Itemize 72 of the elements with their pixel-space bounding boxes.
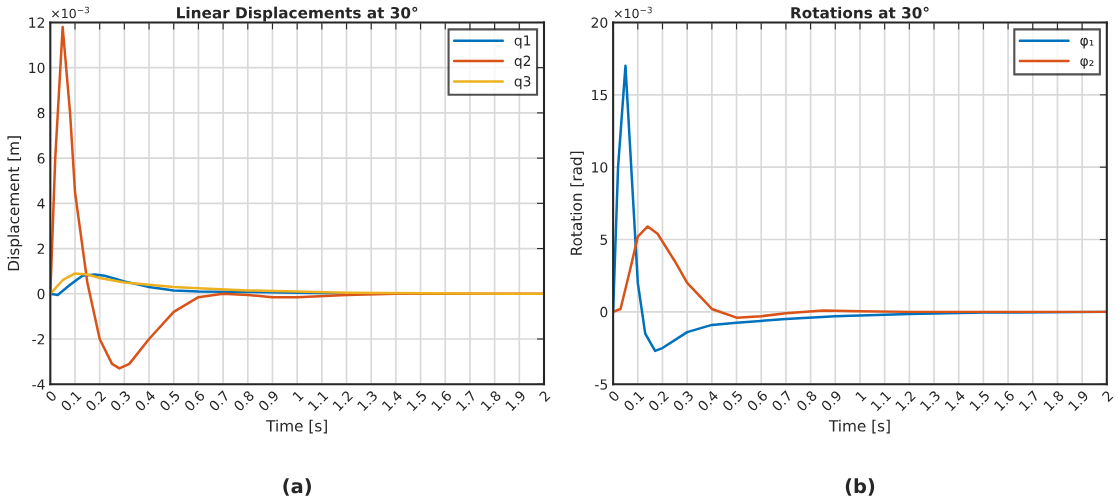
x-tick-label: 0.9 <box>257 389 280 412</box>
text: (a) <box>283 478 311 496</box>
y-tick-label: 6 <box>37 153 45 164</box>
legend-label: q1 <box>514 35 531 49</box>
x-tick-label: 0.4 <box>697 389 719 412</box>
x-tick-label: 0.5 <box>721 390 744 412</box>
legend-label: q3 <box>514 75 531 90</box>
x-tick-label: 0.6 <box>746 389 769 412</box>
legend-label: q2 <box>514 55 531 69</box>
chart-title: Rotations at 30° <box>791 6 929 19</box>
x-axis-title: Time [s] <box>266 419 327 434</box>
x-tick-label: 1.8 <box>1043 389 1065 412</box>
x-tick-label: 1.1 <box>307 390 329 412</box>
legend-label: φ₂ <box>1080 58 1094 69</box>
x-tick-label: 1.5 <box>406 390 428 412</box>
x-tick-label: 1.7 <box>1018 390 1040 412</box>
x-tick-label: 0.7 <box>771 390 793 412</box>
x-tick-label: 0.1 <box>60 390 82 412</box>
x-tick-label: 2 <box>1101 390 1114 403</box>
chart-title: Linear Displacements at 30° <box>177 6 418 22</box>
y-axis-title: Rotation [rad] <box>570 151 584 255</box>
x-tick-label: 1.4 <box>944 389 966 412</box>
x-tick-label: 1.4 <box>381 389 403 412</box>
y-tick-label: 15 <box>592 89 608 101</box>
y-tick-label: 10 <box>29 62 45 74</box>
x-tick-label: 0.8 <box>795 389 818 412</box>
x-tick-label: 0.5 <box>158 390 181 412</box>
y-tick-label: 10 <box>592 162 608 173</box>
y-tick-label: -5 <box>595 379 608 390</box>
legend-label: φ₁ <box>1080 37 1094 49</box>
x-tick-label: 1.1 <box>870 390 892 412</box>
x-tick-label: 0.3 <box>672 390 694 412</box>
x-tick-label: 1.5 <box>969 390 991 412</box>
x-tick-label: 0.6 <box>183 389 206 412</box>
line-series <box>50 272 545 296</box>
x-tick-label: 0.8 <box>232 389 255 412</box>
x-axis-title: Time [s] <box>828 419 890 434</box>
x-tick-label: 0.2 <box>647 390 670 412</box>
y-tick-label: -2 <box>32 333 45 345</box>
text: ×10$^{−3}$ <box>614 6 652 19</box>
x-tick-label: 2 <box>538 390 551 403</box>
text: ×10$^{−3}$ <box>52 6 90 19</box>
y-tick-label: 4 <box>37 198 45 209</box>
x-tick-label: 1.6 <box>993 389 1016 412</box>
x-tick-label: 1.6 <box>430 389 453 412</box>
x-tick-label: 1.8 <box>480 389 502 412</box>
y-tick-label: 2 <box>37 243 45 254</box>
x-tick-label: 0.3 <box>109 390 132 412</box>
x-tick-label: 0.9 <box>820 389 843 412</box>
y-tick-label: 8 <box>37 107 45 119</box>
x-tick-label: 1 <box>855 390 867 402</box>
y-tick-label: 5 <box>600 234 608 245</box>
y-tick-label: 0 <box>37 288 45 300</box>
x-tick-label: 1.2 <box>332 390 354 412</box>
x-tick-label: 1.2 <box>894 390 916 412</box>
x-tick-label: 0.1 <box>623 390 645 412</box>
y-tick-label: -4 <box>32 379 45 390</box>
x-tick-label: 1.3 <box>919 390 941 412</box>
x-tick-label: 0.7 <box>208 390 230 412</box>
y-axis-title: Displacement [m] <box>7 136 23 271</box>
x-tick-label: 1.9 <box>504 389 527 412</box>
x-tick-label: 1 <box>292 390 304 402</box>
x-tick-label: 1.3 <box>356 390 379 412</box>
y-tick-label: 12 <box>29 17 45 28</box>
x-tick-label: 0.2 <box>84 390 107 412</box>
x-tick-label: 0.4 <box>134 389 157 412</box>
x-tick-label: 1.7 <box>455 390 477 412</box>
text: (b) <box>845 478 875 496</box>
x-tick-label: 1.9 <box>1067 389 1090 412</box>
y-tick-label: 20 <box>591 17 608 28</box>
line-series <box>613 225 1107 319</box>
y-tick-label: 0 <box>600 306 608 318</box>
